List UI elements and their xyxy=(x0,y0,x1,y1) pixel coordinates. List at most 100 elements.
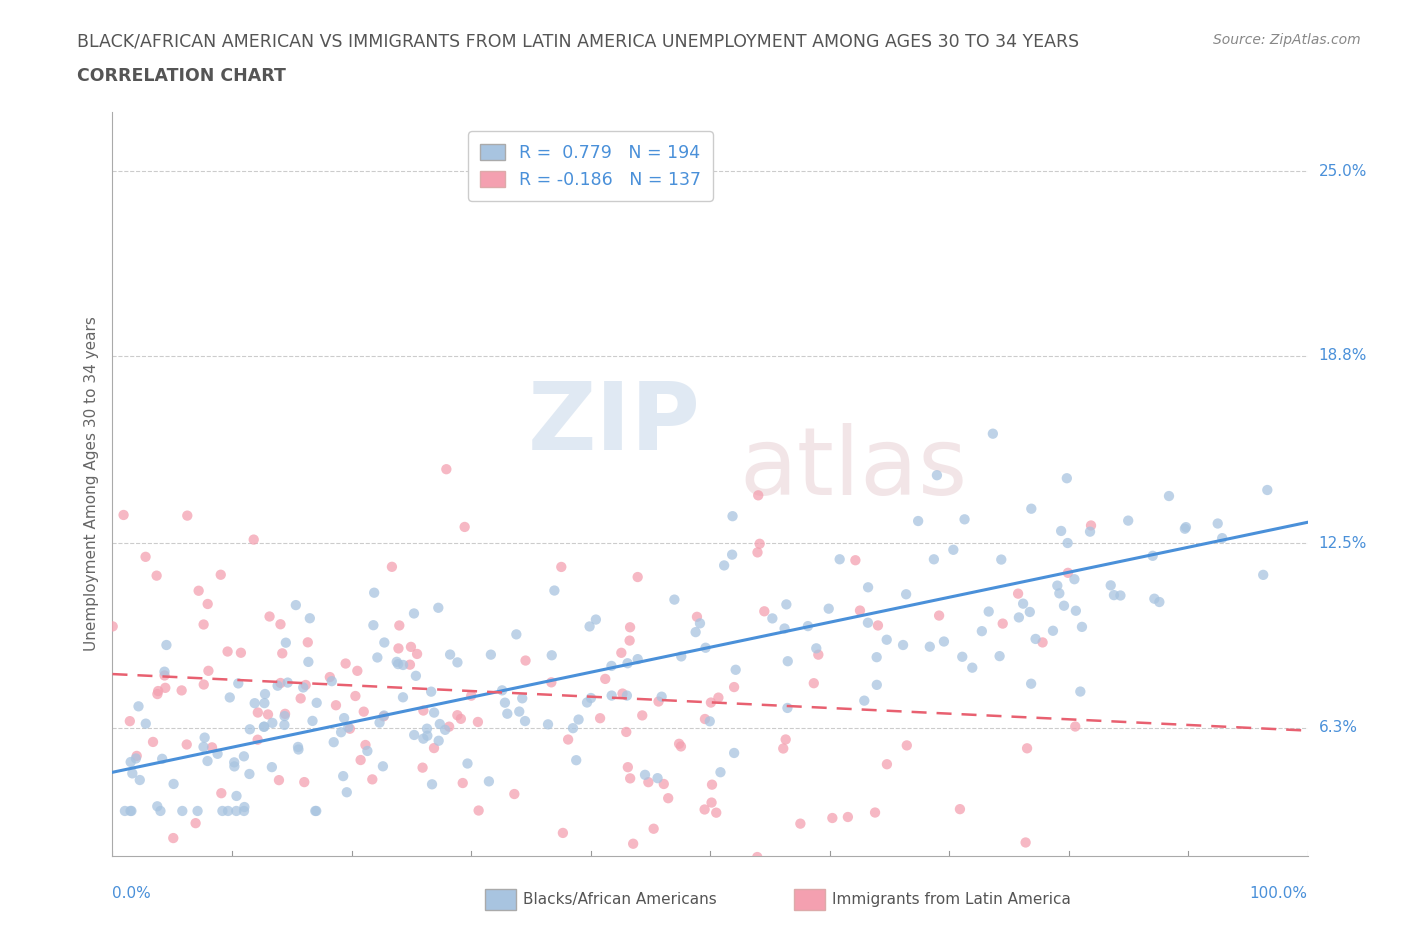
Point xyxy=(505,627,527,642)
Point xyxy=(217,804,239,818)
Point xyxy=(404,727,426,742)
Point xyxy=(1008,610,1031,625)
Point xyxy=(335,656,357,671)
Point xyxy=(420,684,443,699)
Point xyxy=(562,721,585,736)
Point xyxy=(537,717,560,732)
Point xyxy=(567,712,589,727)
Point xyxy=(233,804,256,818)
Point xyxy=(627,569,650,584)
Point xyxy=(610,645,633,660)
Point xyxy=(1078,525,1101,539)
Point xyxy=(197,596,219,611)
Point xyxy=(1211,531,1233,546)
Point xyxy=(304,804,326,818)
Point xyxy=(337,720,360,735)
Point xyxy=(907,513,929,528)
Point xyxy=(891,638,914,653)
Point xyxy=(467,804,489,818)
Point xyxy=(239,722,262,737)
Point xyxy=(894,587,917,602)
Point xyxy=(657,790,679,805)
Point xyxy=(120,754,142,769)
Point xyxy=(776,654,799,669)
Point xyxy=(775,597,797,612)
Point xyxy=(671,649,693,664)
Point xyxy=(274,635,297,650)
Point xyxy=(949,802,972,817)
Point xyxy=(1057,565,1080,580)
Point xyxy=(707,690,730,705)
Point xyxy=(1251,567,1274,582)
Point xyxy=(496,706,519,721)
Point xyxy=(406,646,429,661)
Point xyxy=(540,675,562,690)
Point xyxy=(176,508,198,523)
Point xyxy=(614,724,637,739)
Point xyxy=(578,619,600,634)
Point xyxy=(437,719,460,734)
Point xyxy=(349,752,371,767)
Point xyxy=(776,700,799,715)
Point xyxy=(1143,591,1166,606)
Point xyxy=(1174,520,1197,535)
Point xyxy=(849,603,872,618)
Point xyxy=(392,690,415,705)
Point xyxy=(197,663,219,678)
Point xyxy=(508,704,530,719)
Point xyxy=(145,568,167,583)
Point xyxy=(253,696,276,711)
Point xyxy=(284,598,307,613)
Point xyxy=(120,804,142,818)
Point xyxy=(434,723,457,737)
Point xyxy=(101,619,124,634)
Point xyxy=(416,728,439,743)
Point xyxy=(146,799,169,814)
Point xyxy=(817,601,839,616)
Point xyxy=(405,669,427,684)
Point xyxy=(273,709,295,724)
Point xyxy=(373,708,395,723)
Point xyxy=(866,677,889,692)
Point xyxy=(155,638,177,653)
Point xyxy=(803,676,825,691)
Point xyxy=(918,639,941,654)
Point xyxy=(439,647,461,662)
Point xyxy=(600,688,623,703)
Point xyxy=(322,735,344,750)
Point xyxy=(162,777,184,791)
Point xyxy=(305,804,328,818)
Point xyxy=(194,730,217,745)
Point xyxy=(305,696,328,711)
Point xyxy=(1053,598,1076,613)
Point xyxy=(373,709,395,724)
Point xyxy=(616,688,638,703)
Point xyxy=(950,857,973,871)
Point xyxy=(866,650,889,665)
Point xyxy=(412,703,434,718)
Point xyxy=(225,804,247,818)
Point xyxy=(457,756,479,771)
Point xyxy=(1021,501,1043,516)
Point xyxy=(540,648,562,663)
Point xyxy=(747,545,769,560)
Point xyxy=(981,426,1004,441)
Point xyxy=(1206,516,1229,531)
Text: ZIP: ZIP xyxy=(529,379,700,470)
Point xyxy=(579,691,602,706)
Point xyxy=(354,737,377,752)
Point xyxy=(274,707,297,722)
Point xyxy=(747,488,769,503)
Point xyxy=(399,640,422,655)
Point xyxy=(1007,586,1029,601)
Point xyxy=(1019,676,1042,691)
Point xyxy=(162,830,184,845)
Point xyxy=(153,668,176,683)
Point xyxy=(1063,572,1085,587)
Point xyxy=(262,715,284,730)
Point xyxy=(576,695,599,710)
Point xyxy=(368,715,391,730)
Text: Blacks/African Americans: Blacks/African Americans xyxy=(523,892,717,907)
Text: atlas: atlas xyxy=(740,423,967,514)
Point xyxy=(754,604,776,618)
